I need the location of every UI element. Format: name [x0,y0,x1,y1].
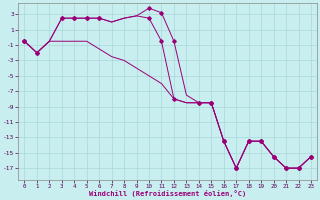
X-axis label: Windchill (Refroidissement éolien,°C): Windchill (Refroidissement éolien,°C) [89,190,246,197]
